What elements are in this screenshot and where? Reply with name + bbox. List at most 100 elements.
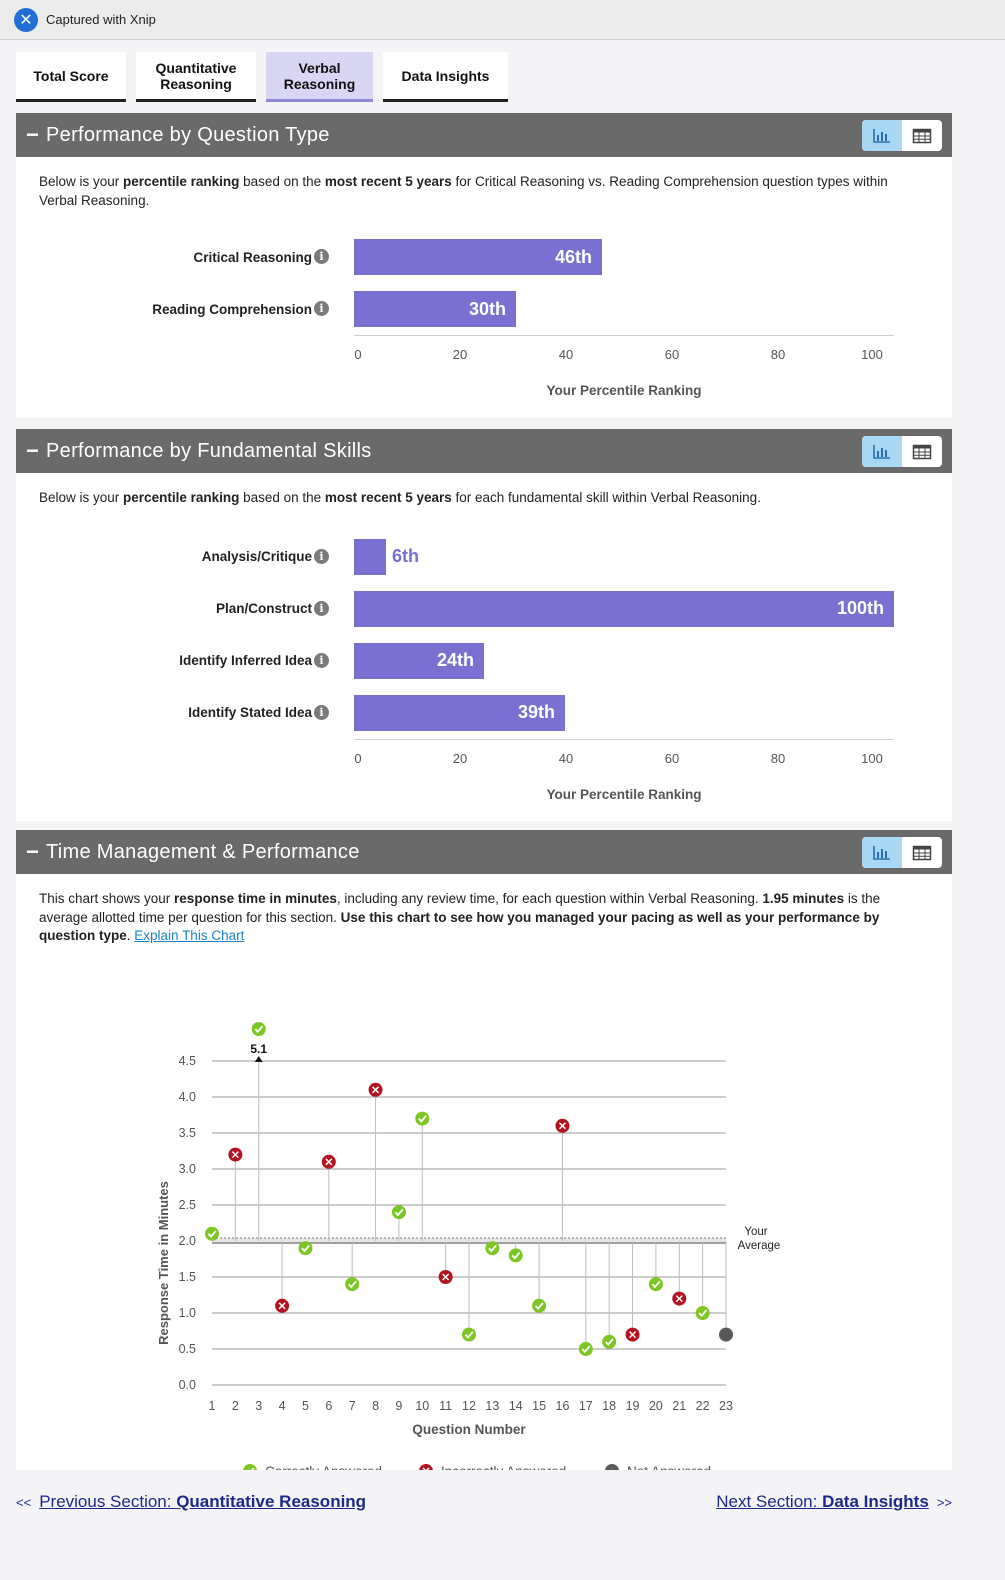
overflow-value: 5.1 — [250, 1042, 267, 1056]
correct-point[interactable] — [695, 1306, 710, 1320]
bar-label: Reading Comprehension — [152, 301, 312, 317]
collapse-icon[interactable]: − — [26, 122, 39, 147]
correct-point[interactable] — [485, 1241, 500, 1256]
point-dot — [719, 1327, 733, 1342]
x-icon — [278, 1302, 286, 1310]
not-answered-point[interactable] — [719, 1327, 733, 1342]
tab-quantitative-reasoning[interactable]: Quantitative Reasoning — [136, 52, 256, 102]
check-icon — [464, 1331, 474, 1339]
correct-point[interactable] — [345, 1277, 360, 1292]
x-tick-label: 23 — [719, 1399, 733, 1413]
question-type-panel: − Performance by Question Type Below is … — [16, 113, 952, 418]
intro-segment: most recent 5 years — [324, 174, 452, 189]
tab-verbal-reasoning[interactable]: Verbal Reasoning — [266, 52, 373, 102]
bar-row: Plan/Construct i 100th — [16, 590, 952, 627]
correct-point[interactable] — [415, 1111, 430, 1126]
previous-section-link[interactable]: << Previous Section: Quantitative Reasoni… — [16, 1492, 367, 1511]
x-tick-label: 15 — [532, 1399, 546, 1413]
prev-arrows: << — [16, 1495, 32, 1510]
info-icon[interactable]: i — [314, 548, 329, 564]
incorrect-point[interactable] — [672, 1291, 687, 1306]
table-icon[interactable] — [902, 837, 942, 868]
bar-chart-icon[interactable] — [862, 436, 902, 467]
correct-point[interactable] — [205, 1226, 219, 1241]
collapse-icon[interactable]: − — [26, 839, 39, 864]
x-tick-label: 11 — [439, 1399, 452, 1413]
panel-title: Performance by Fundamental Skills — [46, 439, 372, 462]
info-icon[interactable]: i — [314, 704, 329, 720]
table-icon[interactable] — [902, 120, 942, 151]
bar-chart-icon[interactable] — [862, 120, 902, 151]
info-icon[interactable]: i — [314, 301, 329, 316]
x-axis-title: Your Percentile Ranking — [546, 383, 702, 398]
correct-point[interactable] — [391, 1205, 406, 1220]
intro-segment: based on the — [239, 174, 325, 189]
capture-text: Captured with Xnip — [46, 12, 156, 27]
question-type-header[interactable]: − Performance by Question Type — [16, 113, 952, 157]
table-icon[interactable] — [902, 436, 942, 467]
overflow-arrow — [254, 1056, 263, 1062]
x-tick-label: 19 — [626, 1399, 640, 1413]
incorrect-point[interactable] — [321, 1154, 336, 1169]
incorrect-point[interactable] — [625, 1327, 640, 1342]
next-section-link[interactable]: Next Section: Data Insights >> — [716, 1492, 952, 1511]
explain-chart-link[interactable]: Explain This Chart — [134, 928, 245, 943]
bar-value: 46th — [554, 246, 592, 267]
bar-row: Identify Stated Idea i 39th — [16, 694, 952, 731]
check-icon — [394, 1208, 404, 1217]
y-tick-label: 2.5 — [179, 1198, 196, 1212]
view-toggle — [862, 837, 942, 868]
info-icon[interactable]: i — [314, 600, 329, 616]
intro-text: Below is your percentile ranking based o… — [16, 473, 952, 508]
tab-data-insights[interactable]: Data Insights — [383, 52, 508, 102]
x-tick-label: 100 — [861, 347, 883, 362]
x-tick-label: 8 — [372, 1399, 379, 1413]
x-tick-label: 0 — [354, 750, 362, 766]
point-dot — [648, 1277, 663, 1292]
info-icon[interactable]: i — [314, 249, 329, 264]
correct-point[interactable] — [508, 1248, 523, 1263]
info-icon[interactable]: i — [314, 652, 329, 668]
incorrect-point[interactable] — [368, 1082, 383, 1097]
x-tick-label: 60 — [664, 750, 680, 766]
fundamental-skills-header[interactable]: − Performance by Fundamental Skills — [16, 429, 952, 473]
bar-value: 39th — [517, 702, 555, 722]
x-icon — [372, 1086, 380, 1094]
view-toggle — [862, 436, 942, 467]
correct-point[interactable] — [462, 1327, 476, 1342]
bar-chart-icon[interactable] — [862, 837, 902, 868]
correct-point[interactable] — [251, 1022, 266, 1036]
correct-point[interactable] — [578, 1342, 593, 1356]
bar-row: Reading Comprehension i 30th — [16, 291, 952, 327]
check-icon — [348, 1280, 357, 1289]
intro-segment: Below is your — [39, 174, 124, 189]
xnip-logo-icon: ✕ — [14, 7, 38, 32]
incorrect-point[interactable] — [275, 1298, 290, 1313]
correct-point[interactable] — [298, 1241, 313, 1256]
tab-total-score[interactable]: Total Score — [16, 52, 126, 102]
point-dot — [415, 1111, 430, 1126]
incorrect-point[interactable] — [228, 1147, 243, 1162]
correct-point[interactable] — [648, 1277, 663, 1292]
bar-value: 6th — [392, 546, 419, 566]
x-tick-label: 40 — [558, 347, 574, 362]
x-tick-label: 16 — [556, 1399, 570, 1413]
x-axis-line — [354, 335, 894, 336]
panel-title: Time Management & Performance — [46, 840, 360, 863]
collapse-icon[interactable]: − — [26, 438, 39, 463]
bar-label: Analysis/Critique — [201, 549, 312, 564]
x-tick-label: 0 — [354, 347, 362, 362]
correct-point[interactable] — [602, 1334, 617, 1349]
intro-segment: . — [126, 928, 135, 943]
incorrect-point[interactable] — [438, 1270, 453, 1284]
y-tick-label: 2.0 — [179, 1234, 196, 1248]
incorrect-point[interactable] — [555, 1118, 570, 1133]
time-management-header[interactable]: − Time Management & Performance — [16, 830, 952, 874]
average-label: Your — [744, 1226, 767, 1238]
y-tick-label: 0.0 — [179, 1378, 196, 1392]
x-icon — [442, 1273, 450, 1281]
x-tick-label: 10 — [415, 1399, 429, 1413]
legend-not-answered-icon — [605, 1464, 619, 1470]
x-tick-label: 80 — [770, 347, 786, 362]
correct-point[interactable] — [532, 1298, 547, 1313]
